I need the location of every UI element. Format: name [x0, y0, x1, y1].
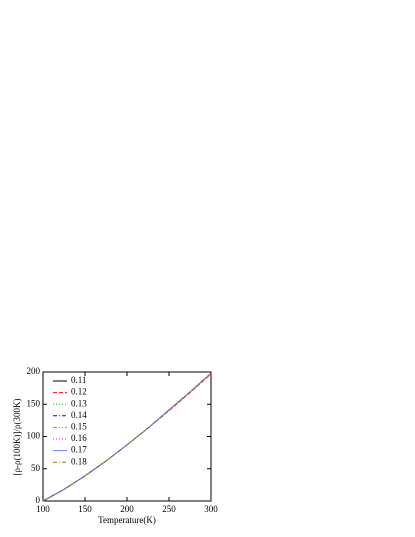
- series-line: [42, 372, 212, 502]
- series-line: [42, 372, 212, 502]
- series-line: [42, 372, 212, 502]
- legend-label: 0.17: [71, 445, 87, 455]
- legend-label: 0.14: [71, 410, 87, 420]
- legend-label: 0.11: [71, 375, 86, 385]
- y-tick-label: 50: [31, 463, 41, 473]
- x-tick-label: 150: [78, 504, 92, 514]
- y-axis-label: [ρ-ρ(100K)]/ρ(300K): [12, 399, 22, 476]
- x-tick-label: 300: [204, 504, 218, 514]
- plot-frame: [42, 371, 212, 502]
- legend-label: 0.13: [71, 398, 87, 408]
- legend-label: 0.12: [71, 387, 87, 397]
- legend-label: 0.16: [71, 433, 87, 443]
- legend-label: 0.15: [71, 421, 87, 431]
- y-tick-label: 100: [27, 431, 41, 441]
- series-line: [42, 372, 212, 502]
- x-axis-label: Temperature(K): [98, 515, 156, 525]
- series-line: [42, 372, 212, 502]
- series-line: [42, 372, 212, 502]
- series-line: [42, 372, 212, 502]
- x-tick-label: 250: [162, 504, 176, 514]
- x-tick-label: 200: [120, 504, 134, 514]
- x-tick-label: 100: [36, 504, 50, 514]
- y-tick-label: 200: [27, 366, 41, 376]
- series-line: [42, 373, 212, 502]
- legend-label: 0.18: [71, 456, 87, 466]
- y-tick-label: 150: [27, 398, 41, 408]
- y-tick-label: 0: [36, 495, 41, 505]
